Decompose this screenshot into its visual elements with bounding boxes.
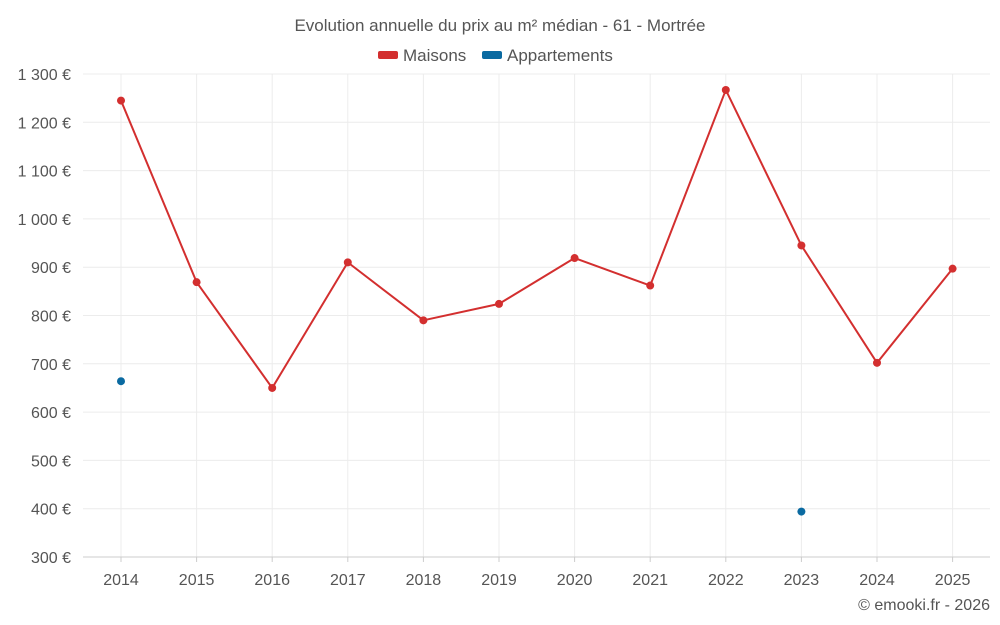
y-axis-ticks: 300 € 400 € 500 € 600 € 700 € 800 € 900 € 1 000… (18, 67, 71, 567)
y-tick-label: 800 € (31, 309, 71, 326)
data-point-maisons[interactable] (797, 241, 806, 250)
legend-label-maisons: Maisons (403, 46, 466, 65)
data-point-maisons[interactable] (570, 254, 579, 263)
grid (83, 73, 990, 557)
x-tick-label: 2024 (859, 572, 895, 589)
x-tick-label: 2025 (935, 572, 971, 589)
data-point-maisons[interactable] (721, 85, 730, 94)
credit-text: © emooki.fr - 2026 (858, 597, 990, 614)
y-tick-label: 300 € (31, 550, 71, 567)
y-tick-label: 1 100 € (18, 164, 71, 181)
x-tick-label: 2022 (708, 572, 744, 589)
legend: Maisons Appartements (378, 46, 613, 65)
y-tick-label: 700 € (31, 357, 71, 374)
data-point-maisons[interactable] (419, 316, 428, 325)
x-tick-label: 2016 (254, 572, 290, 589)
y-tick-label: 600 € (31, 405, 71, 422)
y-tick-label: 500 € (31, 453, 71, 470)
legend-item-maisons[interactable]: Maisons (378, 46, 466, 65)
legend-swatch-maisons (378, 51, 398, 59)
x-tick-label: 2018 (406, 572, 442, 589)
data-point-maisons[interactable] (117, 96, 125, 105)
y-tick-label: 400 € (31, 502, 71, 519)
x-tick-label: 2019 (481, 572, 517, 589)
series-line-maisons (120, 88, 954, 389)
x-axis-ticks: 2014 2015 2016 2017 2018 2019 2020 2021 2022 2023… (103, 557, 970, 589)
x-tick-label: 2015 (179, 572, 215, 589)
legend-item-appartements[interactable]: Appartements (482, 46, 613, 65)
y-tick-label: 1 000 € (18, 212, 71, 229)
y-tick-label: 1 300 € (18, 67, 71, 84)
data-point-appartements[interactable] (797, 507, 806, 516)
legend-label-appartements: Appartements (507, 46, 613, 65)
data-point-maisons[interactable] (495, 299, 503, 308)
data-point-appartements[interactable] (117, 377, 125, 386)
data-point-maisons[interactable] (343, 258, 352, 267)
data-point-maisons[interactable] (948, 264, 957, 273)
x-tick-label: 2020 (557, 572, 593, 589)
data-point-maisons[interactable] (646, 281, 655, 290)
series (117, 85, 957, 516)
data-point-maisons[interactable] (192, 278, 201, 287)
x-tick-label: 2017 (330, 572, 366, 589)
x-tick-label: 2023 (784, 572, 820, 589)
x-tick-label: 2014 (103, 572, 139, 589)
data-point-maisons[interactable] (268, 383, 277, 392)
legend-swatch-appartements (482, 51, 502, 59)
chart-title: Evolution annuelle du prix au m² médian … (294, 16, 705, 35)
y-tick-label: 1 200 € (18, 115, 71, 132)
x-tick-label: 2021 (632, 572, 668, 589)
y-tick-label: 900 € (31, 260, 71, 277)
data-point-maisons[interactable] (873, 358, 881, 367)
